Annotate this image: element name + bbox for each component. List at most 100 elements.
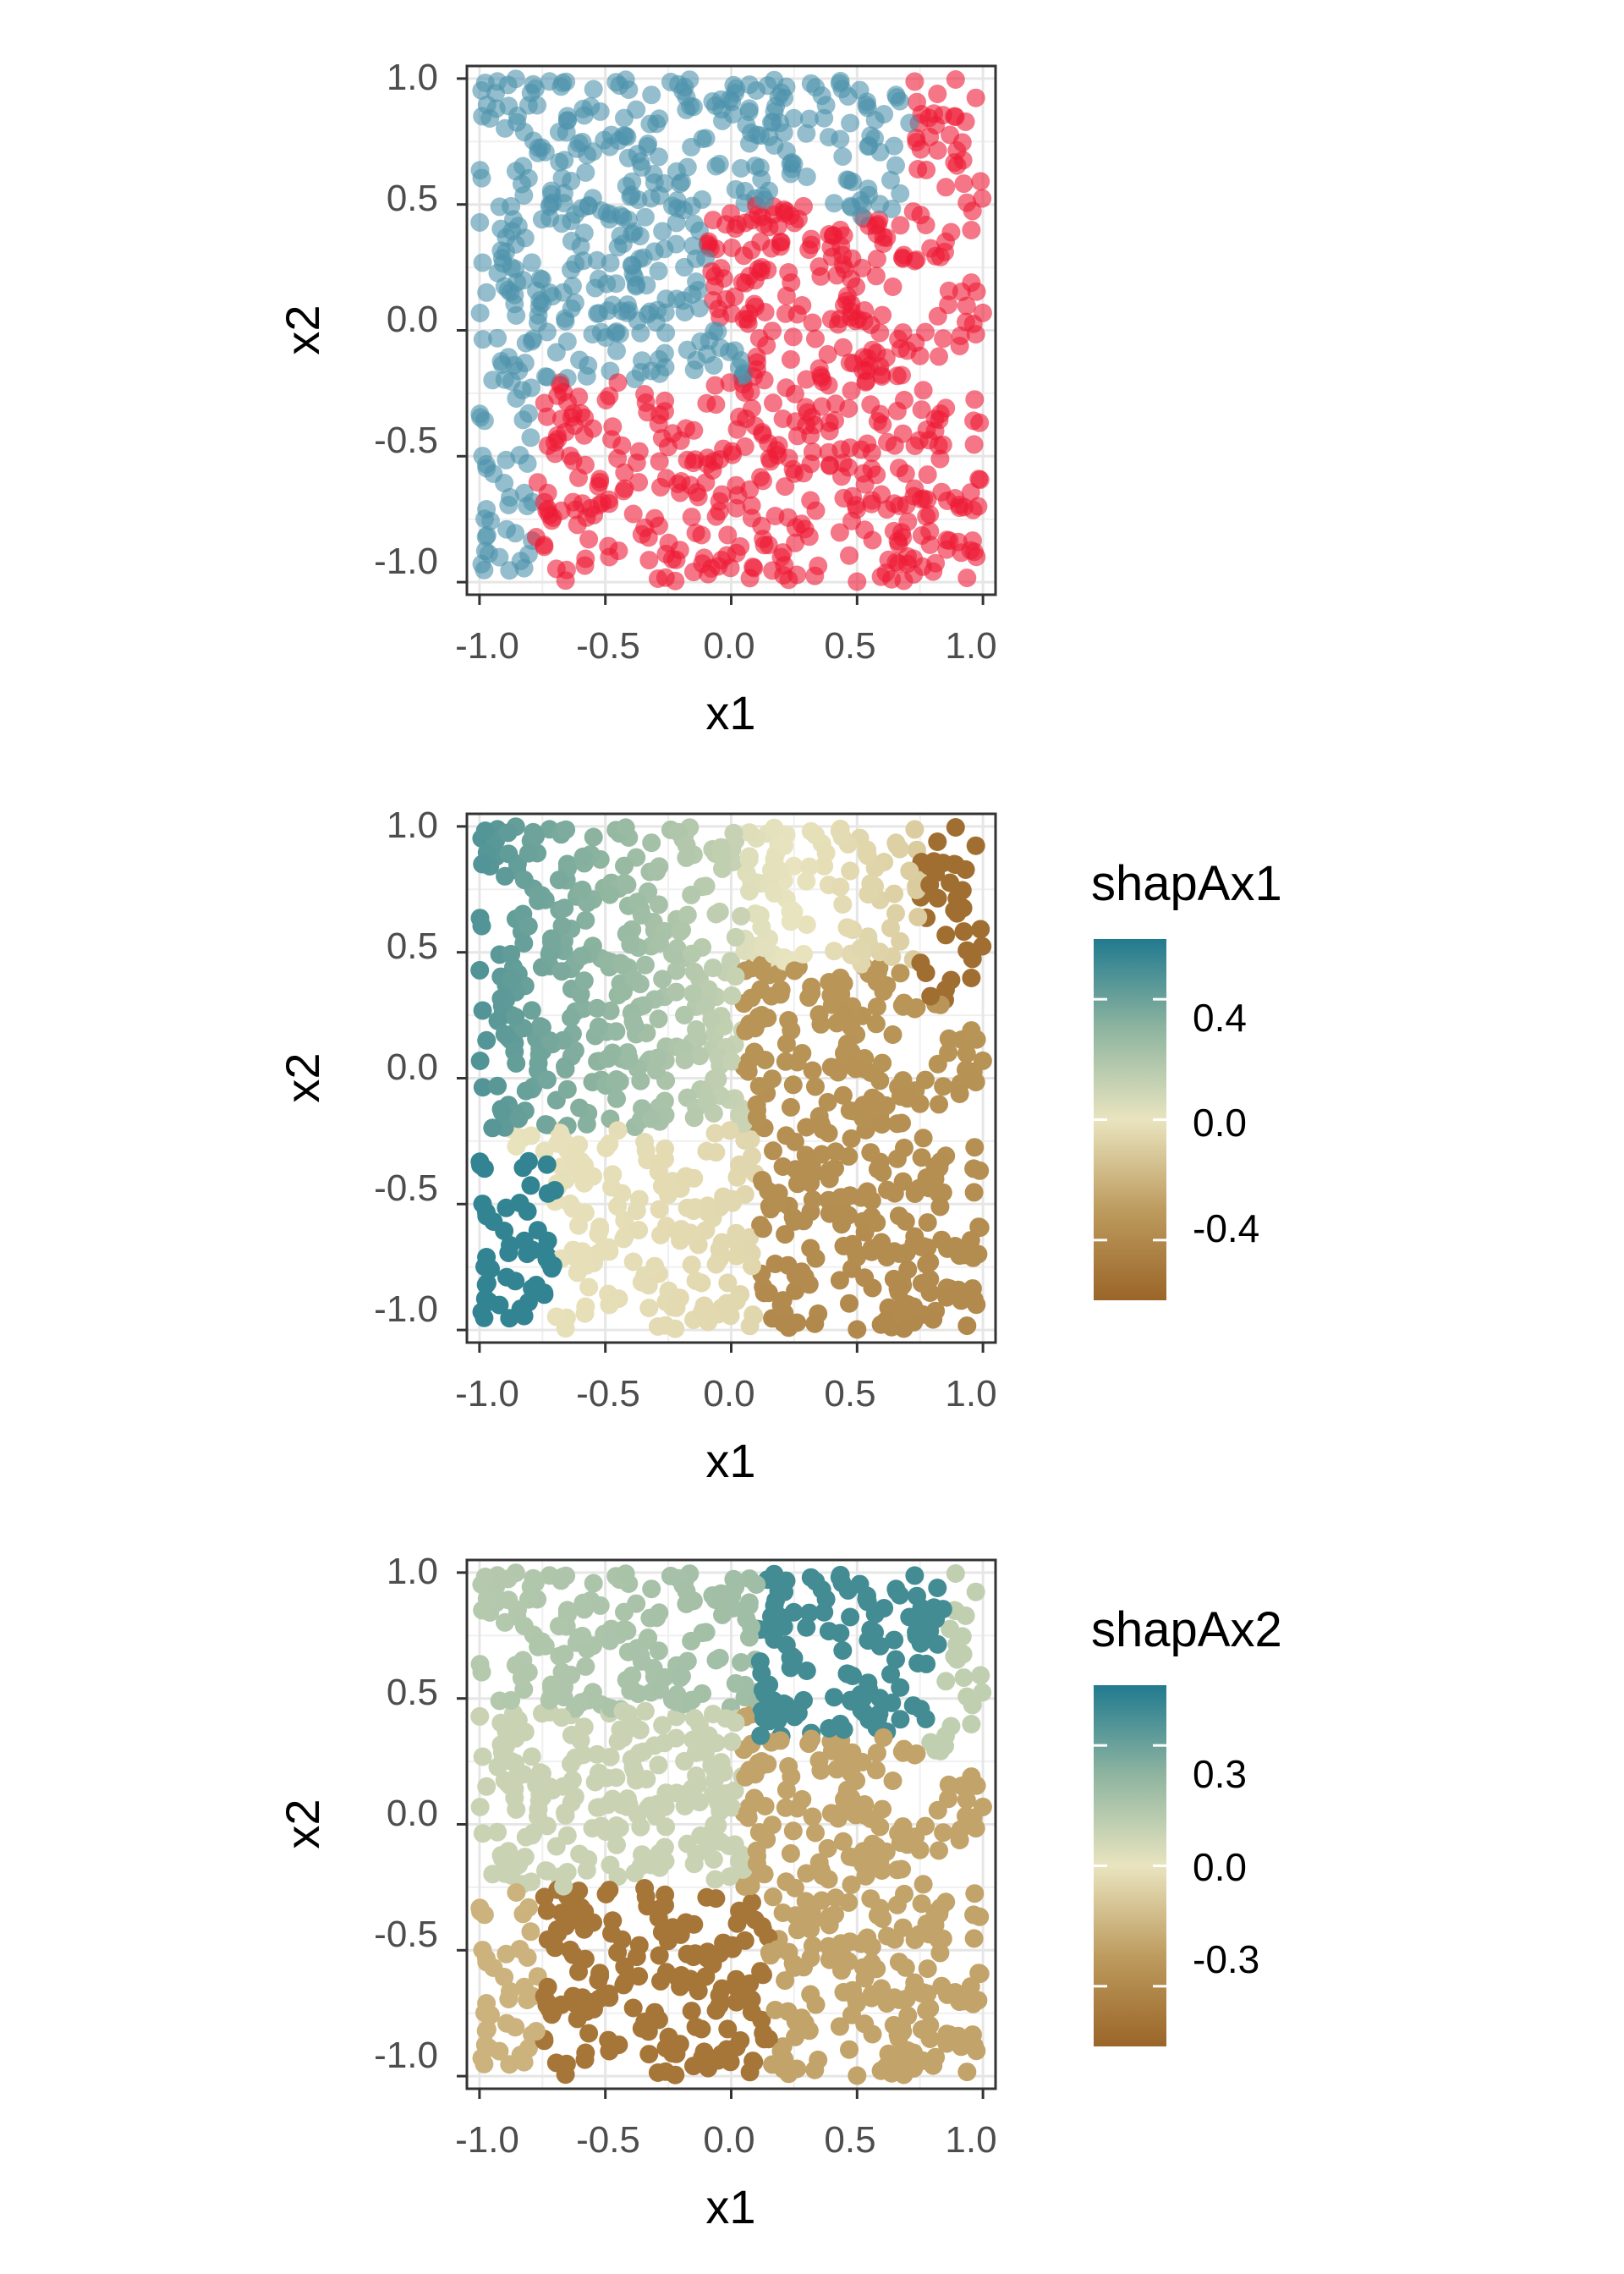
y-tick-label: 1.0: [387, 805, 438, 846]
data-point: [891, 1710, 910, 1729]
data-point: [498, 823, 518, 843]
y-tick-label: 0.0: [387, 1793, 438, 1834]
data-point: [702, 1010, 721, 1029]
legend-tick-label: 0.0: [1193, 1101, 1247, 1145]
data-point: [549, 871, 568, 890]
data-point: [565, 416, 584, 435]
data-point: [775, 836, 794, 855]
data-point: [616, 1564, 635, 1584]
data-point: [886, 904, 905, 923]
data-point: [787, 305, 807, 324]
data-point: [937, 1288, 957, 1307]
data-point: [601, 885, 619, 904]
data-point: [885, 136, 904, 156]
data-point: [557, 1826, 577, 1845]
data-point: [724, 1569, 743, 1589]
data-point: [907, 998, 926, 1017]
axis-ticks: [457, 77, 985, 605]
data-point: [874, 1727, 893, 1747]
data-point: [675, 1005, 694, 1024]
data-point: [806, 501, 826, 520]
data-point: [818, 1092, 837, 1112]
data-point: [570, 1098, 590, 1118]
data-point: [905, 1566, 924, 1585]
data-point: [650, 452, 669, 471]
data-point: [965, 390, 985, 409]
data-point: [952, 543, 971, 563]
data-point: [608, 1867, 628, 1887]
data-point: [754, 1965, 772, 1985]
data-point: [830, 523, 849, 542]
data-point: [862, 1242, 881, 1261]
data-point: [918, 1213, 937, 1233]
data-point: [741, 1876, 760, 1896]
axis-ticks: [457, 825, 985, 1353]
data-point: [971, 1666, 990, 1685]
data-point: [952, 881, 972, 900]
data-point: [786, 518, 805, 537]
data-point: [720, 373, 739, 393]
data-point: [973, 1683, 992, 1702]
data-point: [553, 283, 573, 302]
data-point: [677, 87, 696, 107]
data-point: [934, 329, 953, 349]
data-point: [805, 566, 825, 585]
data-point: [741, 382, 760, 402]
data-point: [890, 1244, 909, 1263]
data-point: [857, 1590, 876, 1609]
data-point: [726, 1673, 745, 1693]
data-point: [775, 1582, 794, 1601]
data-point: [522, 1747, 541, 1766]
data-point: [538, 1184, 557, 1203]
data-point: [776, 1034, 796, 1053]
data-point: [957, 568, 977, 588]
data-point: [473, 1001, 492, 1020]
data-point: [470, 304, 490, 322]
data-point: [572, 199, 591, 218]
data-point: [866, 1760, 886, 1780]
data-point: [878, 1180, 897, 1200]
data-point: [802, 235, 821, 255]
data-point: [798, 1897, 817, 1916]
data-point: [893, 424, 913, 443]
data-point: [507, 1799, 526, 1819]
data-point: [752, 1663, 771, 1683]
data-point: [499, 1990, 518, 2008]
data-point: [689, 1029, 708, 1048]
data-point: [683, 984, 703, 1003]
y-axis-title: x2: [276, 1052, 329, 1102]
data-point: [890, 839, 909, 859]
data-point: [956, 112, 975, 131]
data-point: [667, 1728, 686, 1748]
data-point: [722, 1798, 741, 1817]
axis-ticks: [457, 1571, 985, 2099]
data-point: [797, 124, 816, 143]
data-point: [837, 286, 857, 305]
data-point: [970, 1907, 990, 1926]
data-point: [771, 1731, 790, 1750]
data-point: [957, 1044, 976, 1063]
data-point: [851, 191, 870, 210]
data-point: [818, 1838, 837, 1858]
data-point: [962, 1767, 981, 1787]
data-point: [516, 1827, 535, 1847]
data-point: [575, 556, 595, 575]
data-point: [600, 2041, 619, 2061]
data-point: [507, 1053, 526, 1073]
data-point: [479, 1292, 498, 1311]
data-point: [918, 465, 937, 485]
data-point: [472, 916, 491, 936]
data-point: [612, 1184, 632, 1203]
data-point: [701, 2052, 721, 2072]
data-point: [705, 376, 725, 395]
x-tick-label: -1.0: [455, 1373, 519, 1414]
data-point: [562, 261, 580, 280]
data-point: [781, 1843, 800, 1863]
data-point: [841, 1056, 860, 1074]
data-point: [848, 1248, 866, 1267]
data-point: [833, 1085, 853, 1105]
data-point: [584, 80, 603, 99]
data-point: [616, 1620, 635, 1640]
data-point: [682, 137, 701, 157]
data-point: [893, 1172, 913, 1191]
